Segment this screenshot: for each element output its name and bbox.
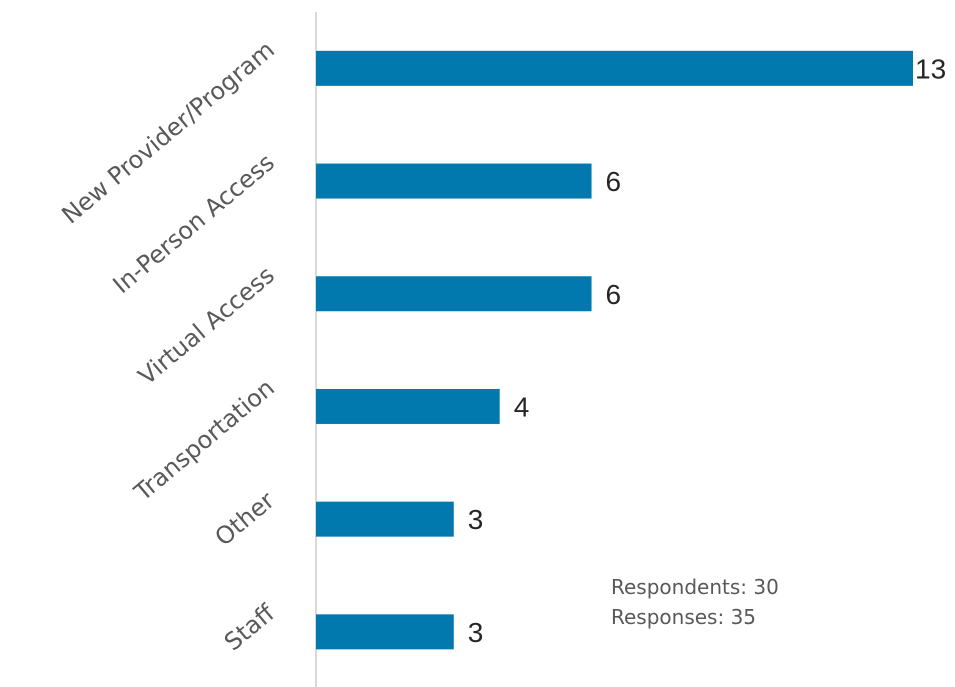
bar-3 [316, 388, 500, 424]
value-label-4: 3 [468, 504, 484, 535]
responses-count: Responses: 35 [611, 605, 757, 629]
category-label-4: Other [210, 486, 280, 551]
value-label-5: 3 [468, 617, 484, 648]
bar-0 [316, 50, 913, 86]
bars-group [316, 50, 913, 650]
respondents-count: Respondents: 30 [611, 575, 779, 599]
value-label-2: 6 [606, 279, 622, 310]
bar-5 [316, 614, 454, 650]
value-label-0: 13 [915, 53, 946, 84]
category-label-5: Staff [219, 599, 280, 657]
category-label-2: Virtual Access [133, 261, 280, 391]
value-label-1: 6 [606, 166, 622, 197]
response-summary: Respondents: 30 Responses: 35 [611, 572, 779, 632]
bar-1 [316, 163, 592, 199]
value-labels-group: 13 6 6 4 3 3 [468, 53, 946, 648]
category-label-3: Transportation [128, 374, 280, 507]
category-label-0: New Provider/Program [56, 35, 279, 229]
bar-4 [316, 501, 454, 537]
value-label-3: 4 [514, 391, 530, 422]
bar-2 [316, 276, 592, 312]
